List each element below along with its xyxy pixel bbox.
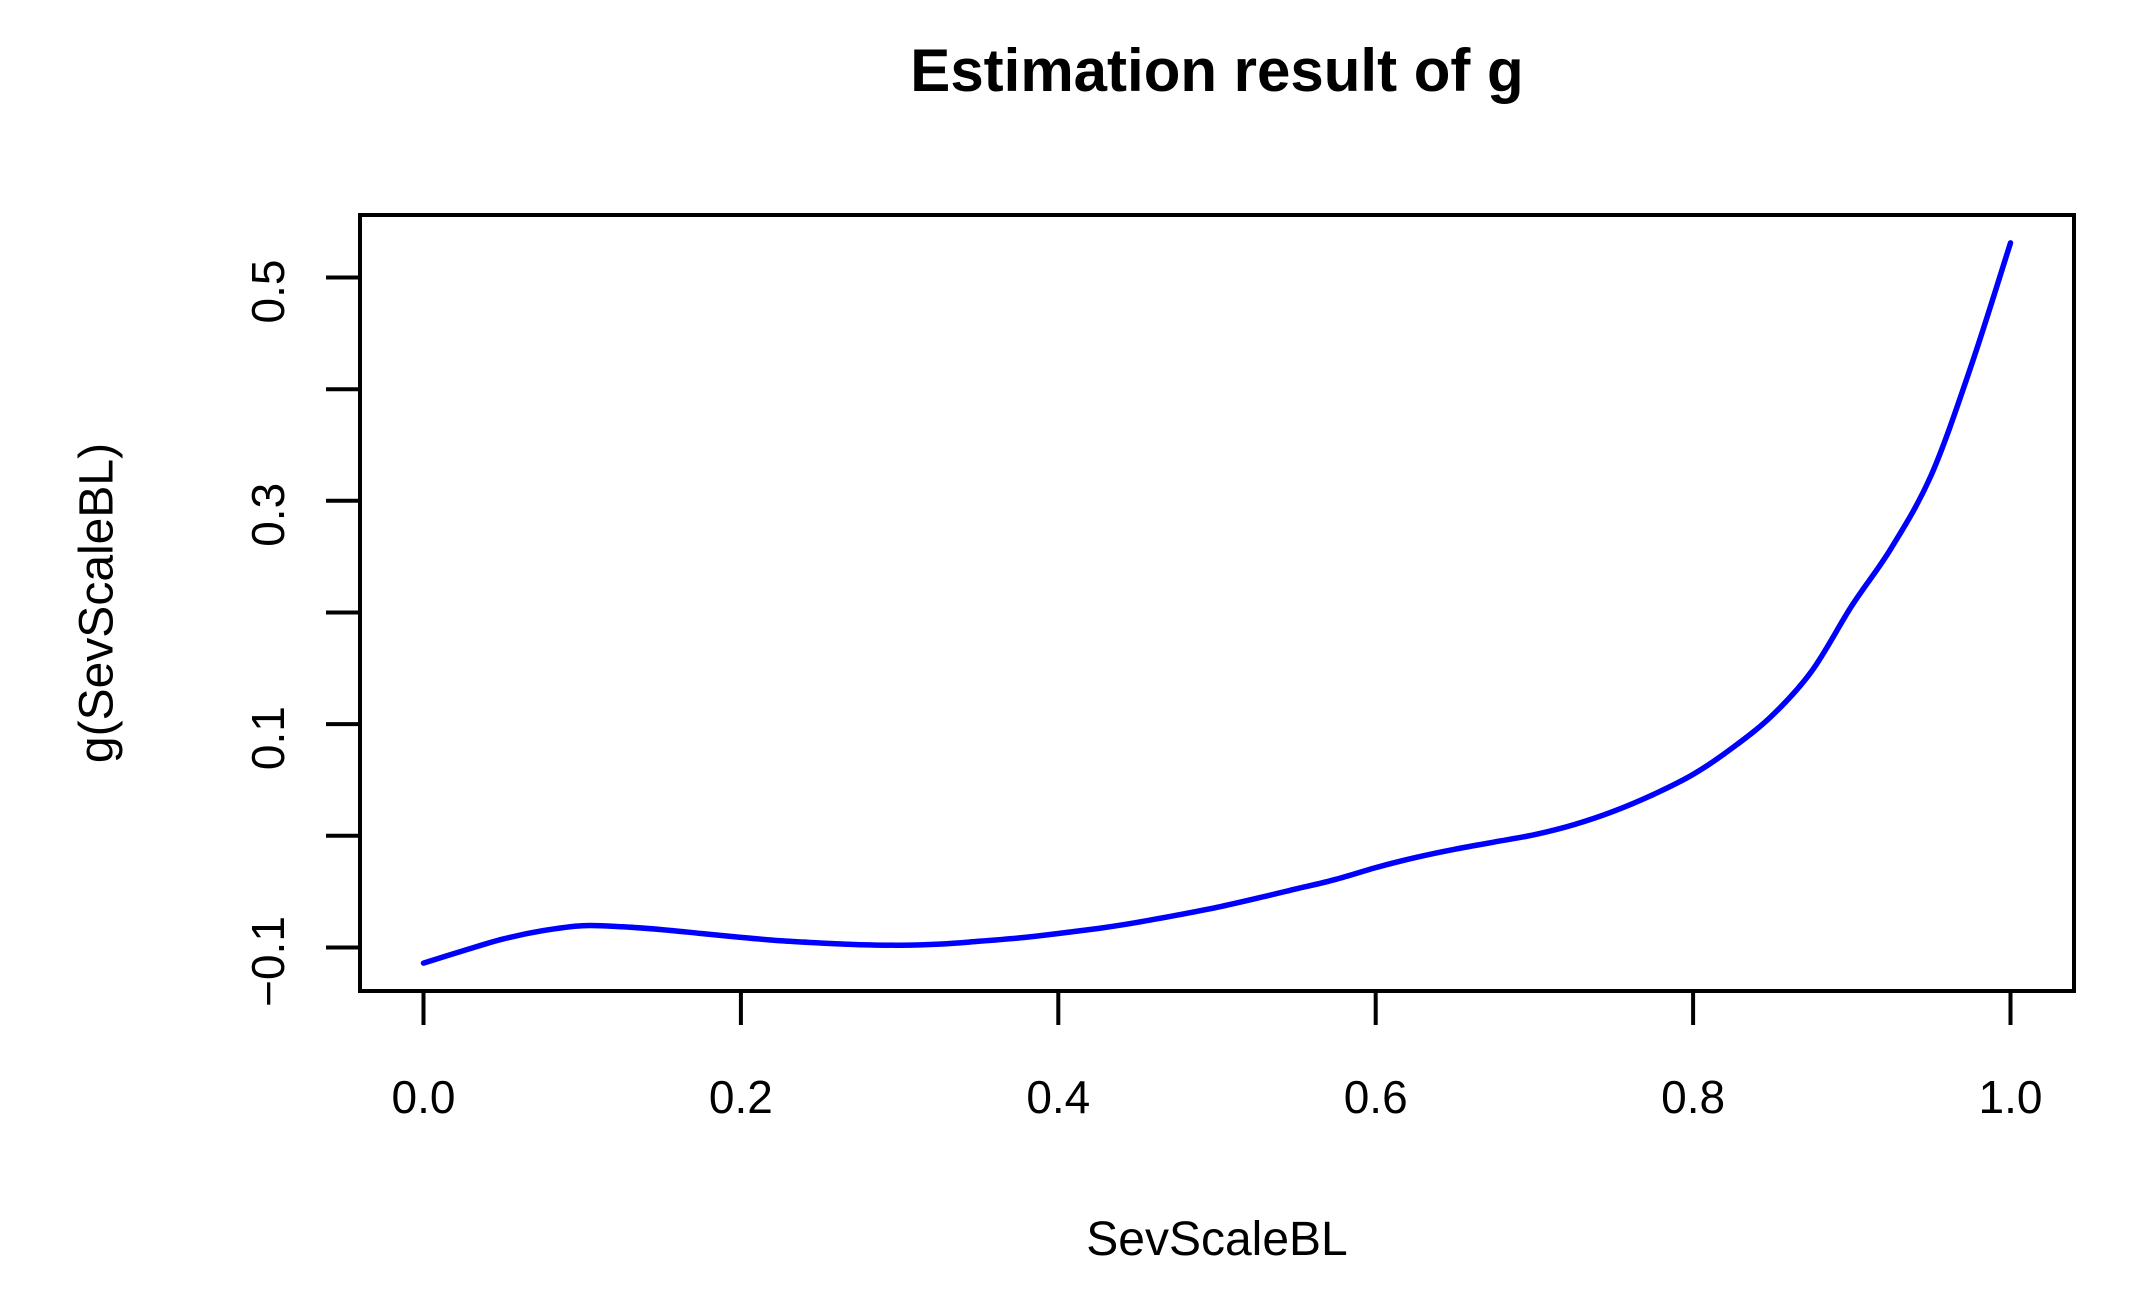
x-tick-label: 1.0 [1979, 1071, 2043, 1123]
estimate-curve [420, 240, 2014, 966]
y-axis-ticks [326, 275, 360, 950]
x-tick-label: 0.4 [1026, 1071, 1090, 1123]
x-axis-label-container: SevScaleBL [360, 1212, 2074, 1267]
x-tick-label: 0.6 [1344, 1071, 1408, 1123]
y-tick-label: 0.5 [242, 260, 294, 324]
plot-title: Estimation result of g [910, 37, 1524, 104]
x-tick-label: 0.2 [709, 1071, 773, 1123]
plot-box [358, 213, 2076, 993]
y-tick-label: 0.1 [242, 706, 294, 770]
y-tick-label: −0.1 [242, 916, 294, 1007]
x-axis-tick-labels: 0.0 0.2 0.4 0.6 0.8 1.0 [392, 1071, 2043, 1123]
y-tick-label: 0.3 [242, 483, 294, 547]
x-axis-label: SevScaleBL [1086, 1213, 1348, 1266]
y-axis-tick-labels: −0.1 0.1 0.3 0.5 [242, 260, 294, 1007]
x-tick-label: 0.0 [392, 1071, 456, 1123]
plot-title-container: Estimation result of g [360, 36, 2074, 105]
x-axis-ticks [421, 991, 2013, 1025]
y-axis-label: g(SevScaleBL) [70, 442, 124, 764]
x-tick-label: 0.8 [1661, 1071, 1725, 1123]
